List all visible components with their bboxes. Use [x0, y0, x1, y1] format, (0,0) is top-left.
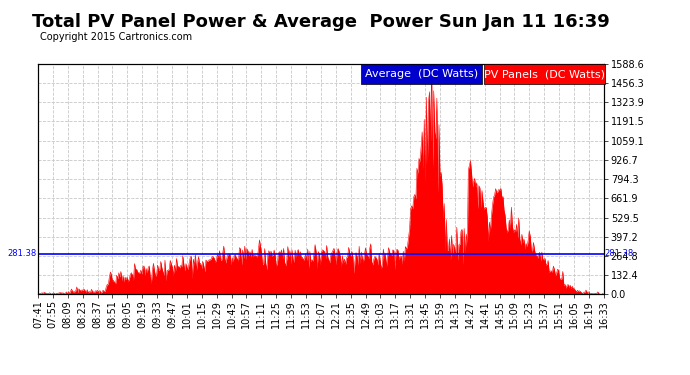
Text: 281.38: 281.38 [605, 249, 634, 258]
Text: Copyright 2015 Cartronics.com: Copyright 2015 Cartronics.com [40, 32, 192, 42]
Text: 281.38: 281.38 [8, 249, 37, 258]
Text: Total PV Panel Power & Average  Power Sun Jan 11 16:39: Total PV Panel Power & Average Power Sun… [32, 13, 610, 31]
Text: Average  (DC Watts): Average (DC Watts) [365, 69, 477, 79]
Text: PV Panels  (DC Watts): PV Panels (DC Watts) [484, 69, 605, 79]
